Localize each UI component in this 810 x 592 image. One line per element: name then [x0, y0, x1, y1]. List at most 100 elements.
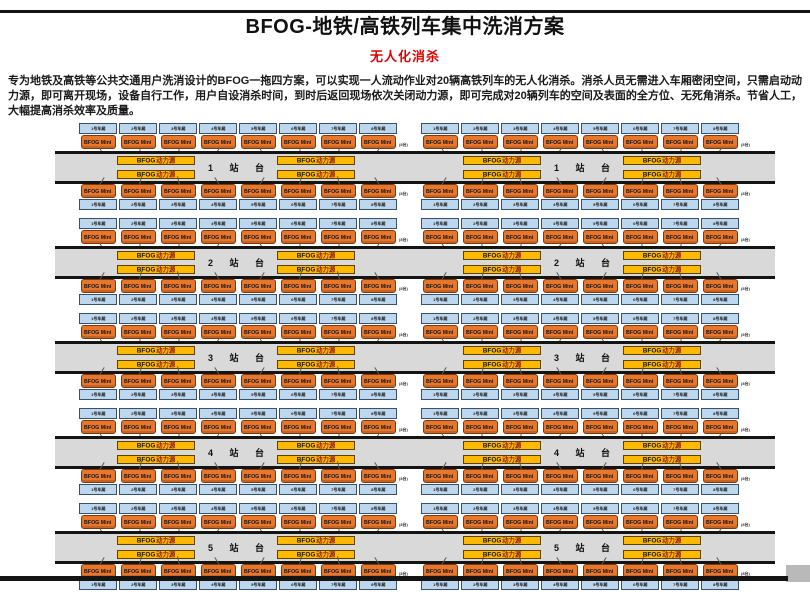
car-number-label: 7号车厢 — [661, 389, 699, 400]
car-unit: 4号车厢 BFOG Mini — [541, 218, 579, 251]
car-number-label: 7号车厢 — [661, 294, 699, 305]
platform-section: 1号车厢 BFOG Mini 2号车厢 BFOG Mini 3号车厢 BFOG Mini 4… — [0, 123, 810, 212]
car-number-label: 2号车厢 — [119, 294, 157, 305]
bfog-mini-unit: BFOG Mini — [422, 420, 458, 441]
bfog-mini-unit: BFOG Mini — [542, 177, 578, 198]
platform-label: 2 站 台 — [207, 258, 271, 268]
car-group: 1号车厢 BFOG Mini 2号车厢 BFOG Mini 3号车厢 BFOG Mini 4… — [79, 503, 397, 537]
bfog-mini-unit: BFOG Mini — [662, 271, 698, 293]
bfog-mini-unit: BFOG Mini — [662, 420, 698, 442]
car-number-label: 1号车厢 — [421, 199, 459, 210]
power-source-pair: BFOG动力源 BFOG动力源 — [623, 251, 701, 274]
car-number-label: 2号车厢 — [119, 199, 157, 210]
car-number-label: 5号车厢 — [581, 218, 619, 229]
car-number-label: 1号车厢 — [79, 294, 117, 305]
bfog-mini-unit: BFOG Mini — [542, 420, 578, 441]
bfog-power-source: BFOG动力源 — [463, 156, 541, 165]
group-end-label: (8台) — [741, 142, 750, 147]
car-number-label: 4号车厢 — [199, 408, 237, 419]
car-number-label: 8号车厢 — [359, 199, 397, 210]
car-unit: 1号车厢 BFOG Mini — [421, 408, 459, 441]
car-number-label: 8号车厢 — [359, 408, 397, 419]
car-unit: 1号车厢 BFOG Mini — [79, 503, 117, 536]
bfog-mini-unit: BFOG Mini — [702, 177, 738, 198]
car-group: 1号车厢 BFOG Mini 2号车厢 BFOG Mini 3号车厢 BFOG Mini 4… — [79, 218, 397, 252]
track-row: 1号车厢 BFOG Mini 2号车厢 BFOG Mini 3号车厢 BFOG Mini 4… — [0, 408, 810, 442]
car-number-label: 5号车厢 — [581, 503, 619, 514]
car-unit: BFOG Mini 7号车厢 — [319, 461, 357, 495]
car-number-label: 1号车厢 — [421, 123, 459, 134]
car-number-label: 1号车厢 — [421, 218, 459, 229]
bfog-mini-unit: BFOG Mini — [462, 461, 498, 483]
car-unit: 6号车厢 BFOG Mini — [279, 313, 317, 347]
bfog-mini-unit: BFOG Mini — [200, 177, 236, 198]
bfog-mini-unit: BFOG Mini — [160, 271, 196, 293]
car-unit: BFOG Mini 8号车厢 — [701, 272, 739, 305]
bfog-mini-unit: BFOG Mini — [360, 272, 396, 293]
car-unit: BFOG Mini 8号车厢 — [359, 367, 397, 400]
bfog-mini-unit: BFOG Mini — [422, 325, 458, 346]
car-unit: BFOG Mini 6号车厢 — [621, 176, 659, 210]
car-unit: 6号车厢 BFOG Mini — [621, 218, 659, 252]
bfog-mini-unit: BFOG Mini — [622, 461, 658, 483]
car-unit: 6号车厢 BFOG Mini — [621, 123, 659, 157]
car-unit: BFOG Mini 5号车厢 — [239, 272, 277, 305]
car-number-label: 3号车厢 — [159, 218, 197, 229]
platform-label: 1 站 台 — [207, 163, 271, 173]
car-number-label: 4号车厢 — [199, 123, 237, 134]
bfog-mini-unit: BFOG Mini — [160, 515, 196, 537]
track-row: 1号车厢 BFOG Mini 2号车厢 BFOG Mini 3号车厢 BFOG Mini 4… — [0, 123, 810, 157]
car-unit: BFOG Mini 2号车厢 — [119, 176, 157, 210]
bfog-mini-unit: BFOG Mini — [160, 366, 196, 388]
car-unit: BFOG Mini 5号车厢 — [239, 367, 277, 400]
car-number-label: 2号车厢 — [461, 294, 499, 305]
group-end-label: (8台) — [399, 286, 408, 291]
bfog-power-source: BFOG动力源 — [463, 265, 541, 274]
car-number-label: 1号车厢 — [421, 389, 459, 400]
bfog-mini-unit: BFOG Mini — [200, 367, 236, 388]
car-unit: 7号车厢 BFOG Mini — [319, 313, 357, 347]
car-number-label: 2号车厢 — [119, 313, 157, 324]
bfog-mini-unit: BFOG Mini — [462, 271, 498, 293]
car-number-label: 4号车厢 — [541, 199, 579, 210]
car-number-label: 6号车厢 — [621, 199, 659, 210]
car-unit: 6号车厢 BFOG Mini — [621, 408, 659, 442]
bfog-mini-unit: BFOG Mini — [320, 325, 356, 347]
bfog-power-source: BFOG动力源 — [463, 441, 541, 450]
power-source-pair: BFOG动力源 BFOG动力源 — [463, 156, 541, 179]
bfog-mini-unit: BFOG Mini — [702, 367, 738, 388]
car-number-label: 1号车厢 — [79, 199, 117, 210]
car-number-label: 8号车厢 — [359, 389, 397, 400]
car-number-label: 6号车厢 — [621, 123, 659, 134]
car-number-label: 8号车厢 — [359, 484, 397, 495]
car-number-label: 1号车厢 — [421, 503, 459, 514]
bfog-mini-unit: BFOG Mini — [582, 367, 618, 388]
car-unit: BFOG Mini 2号车厢 — [461, 176, 499, 210]
bfog-mini-unit: BFOG Mini — [422, 462, 458, 483]
platform-bar: BFOG动力源 BFOG动力源 BFOG动力源 BFOG动力源 BFOG动力源 BFOG动… — [55, 246, 775, 279]
group-end-label: (8台) — [741, 476, 750, 481]
car-group: 1号车厢 BFOG Mini 2号车厢 BFOG Mini 3号车厢 BFOG Mini 4… — [421, 408, 739, 442]
car-unit: BFOG Mini 7号车厢 — [661, 271, 699, 305]
car-number-label: 7号车厢 — [319, 123, 357, 134]
bfog-mini-unit: BFOG Mini — [80, 230, 116, 251]
platform-label: 4 站 台 — [207, 448, 271, 458]
car-unit: BFOG Mini 4号车厢 — [199, 177, 237, 210]
car-number-label: 5号车厢 — [581, 123, 619, 134]
bfog-mini-unit: BFOG Mini — [422, 515, 458, 536]
car-unit: BFOG Mini 2号车厢 — [119, 461, 157, 495]
group-end-label: (8台) — [741, 237, 750, 242]
car-number-label: 6号车厢 — [621, 408, 659, 419]
bfog-mini-unit: BFOG Mini — [502, 366, 538, 388]
car-unit: BFOG Mini 5号车厢 — [581, 462, 619, 495]
bfog-mini-unit: BFOG Mini — [582, 272, 618, 293]
bfog-mini-unit: BFOG Mini — [622, 420, 658, 442]
car-unit: BFOG Mini 1号车厢 — [421, 272, 459, 305]
car-number-label: 6号车厢 — [279, 199, 317, 210]
car-unit: 1号车厢 BFOG Mini — [421, 313, 459, 346]
car-number-label: 4号车厢 — [541, 408, 579, 419]
bfog-mini-unit: BFOG Mini — [622, 515, 658, 537]
bfog-power-source: BFOG动力源 — [117, 441, 195, 450]
car-number-label: 2号车厢 — [119, 389, 157, 400]
group-end-label: (8台) — [399, 142, 408, 147]
